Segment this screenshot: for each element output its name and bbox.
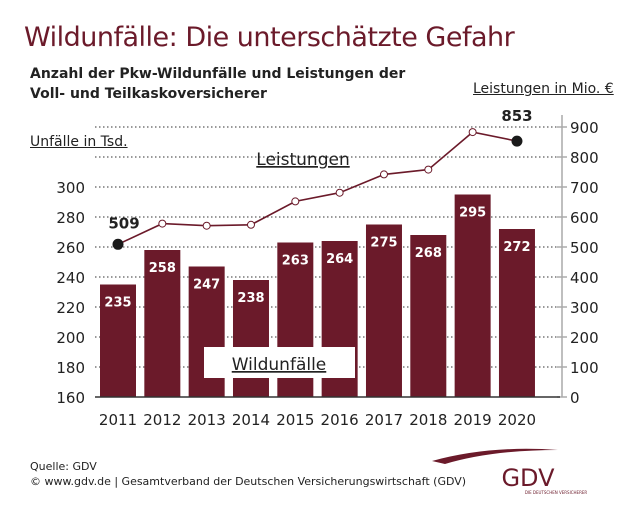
right-tick-label: 100 xyxy=(570,359,599,377)
line-series-label: Leistungen xyxy=(256,150,349,170)
left-tick-label: 240 xyxy=(56,269,85,287)
line-value-label: 853 xyxy=(501,107,532,125)
right-tick-label: 600 xyxy=(570,209,599,227)
right-tick-label: 400 xyxy=(570,269,599,287)
x-tick-label: 2018 xyxy=(409,411,447,429)
bar xyxy=(498,229,535,397)
x-tick-label: 2015 xyxy=(276,411,314,429)
chart-title: Wildunfälle: Die unterschätzte Gefahr xyxy=(24,22,515,53)
bar-value-label: 272 xyxy=(503,240,530,255)
x-tick-label: 2014 xyxy=(232,411,270,429)
left-axis-label: Unfälle in Tsd. xyxy=(30,134,128,150)
bar-value-label: 295 xyxy=(459,206,486,221)
line-point xyxy=(291,197,300,206)
bar xyxy=(365,224,402,397)
line-point xyxy=(202,221,211,230)
x-tick-label: 2012 xyxy=(143,411,181,429)
right-axis-label: Leistungen in Mio. € xyxy=(473,81,614,97)
copyright-note: © www.gdv.de | Gesamtverband der Deutsch… xyxy=(30,475,467,488)
bar-series-label: Wildunfälle xyxy=(232,355,327,375)
x-tick-label: 2016 xyxy=(321,411,359,429)
right-tick-label: 200 xyxy=(570,329,599,347)
bar xyxy=(410,235,447,397)
x-tick-label: 2020 xyxy=(498,411,536,429)
bar-value-label: 275 xyxy=(370,236,397,251)
bar-value-label: 258 xyxy=(149,261,176,276)
bar-value-label: 264 xyxy=(326,252,353,267)
bar-value-label: 235 xyxy=(104,296,131,311)
line-point xyxy=(424,165,433,174)
line-point xyxy=(379,170,388,179)
bar xyxy=(100,284,136,397)
line-point xyxy=(335,188,344,197)
x-tick-label: 2017 xyxy=(365,411,403,429)
left-tick-label: 200 xyxy=(56,329,85,347)
bar-value-label: 263 xyxy=(282,254,309,269)
right-tick-label: 700 xyxy=(570,179,599,197)
line-point xyxy=(112,238,124,250)
bar-value-label: 247 xyxy=(193,278,220,293)
left-tick-label: 260 xyxy=(56,239,85,257)
right-tick-label: 0 xyxy=(570,389,580,407)
left-tick-label: 180 xyxy=(56,359,85,377)
subtitle-line1: Anzahl der Pkw-Wildunfälle und Leistunge… xyxy=(30,66,406,82)
right-tick-label: 900 xyxy=(570,119,599,137)
line-value-label: 509 xyxy=(108,214,139,232)
bar xyxy=(454,194,491,397)
line-series xyxy=(117,131,518,246)
line-point xyxy=(468,128,477,137)
line-point xyxy=(158,219,167,228)
line-point xyxy=(246,220,255,229)
bar-value-label: 238 xyxy=(237,291,264,306)
subtitle-line2: Voll- und Teilkaskoversicherer xyxy=(30,86,267,102)
left-tick-label: 220 xyxy=(56,299,85,317)
bar xyxy=(144,250,181,397)
x-tick-label: 2019 xyxy=(454,411,492,429)
line-point xyxy=(511,135,523,147)
left-tick-label: 160 xyxy=(56,389,85,407)
bar-value-label: 268 xyxy=(415,246,442,261)
left-tick-label: 280 xyxy=(56,209,85,227)
right-tick-label: 300 xyxy=(570,299,599,317)
series-label-box xyxy=(204,347,355,378)
x-tick-label: 2013 xyxy=(188,411,226,429)
left-tick-label: 300 xyxy=(56,179,85,197)
x-tick-label: 2011 xyxy=(99,411,137,429)
source-note: Quelle: GDV xyxy=(30,460,97,473)
right-tick-label: 500 xyxy=(570,239,599,257)
right-tick-label: 800 xyxy=(570,149,599,167)
